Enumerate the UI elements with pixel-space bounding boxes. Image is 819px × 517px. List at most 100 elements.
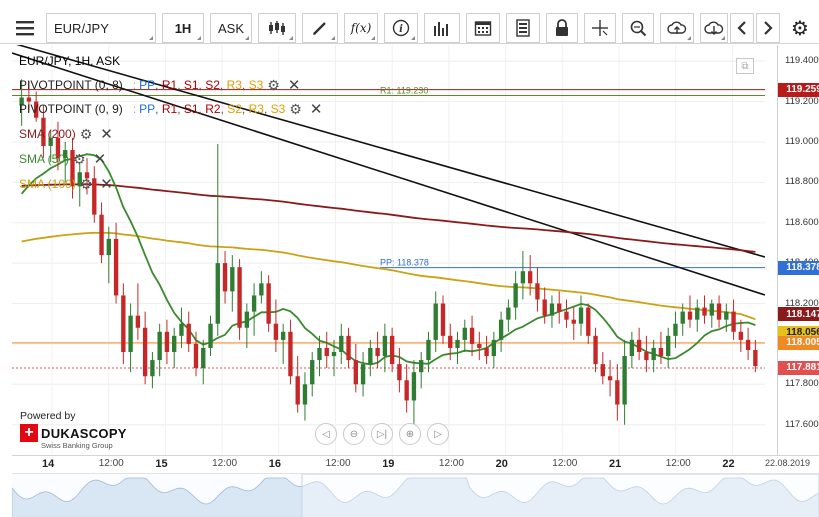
candle-body	[687, 311, 693, 320]
r1-line-label: R1: 119.230	[380, 85, 428, 95]
calendar-icon[interactable]	[466, 13, 500, 43]
pivot2-settings-gear-icon[interactable]: ⚙	[289, 100, 302, 117]
candle-body	[593, 335, 598, 365]
pivot2-close-icon[interactable]: ✕	[309, 101, 323, 118]
pivot2-r2: R2	[205, 102, 221, 116]
candle-body	[172, 335, 177, 352]
candle-body	[426, 339, 431, 361]
candle-body	[63, 150, 68, 159]
candle-body	[41, 117, 46, 146]
zoom-out-icon[interactable]: ⊖	[343, 423, 365, 445]
sma50-settings-gear-icon[interactable]: ⚙	[73, 150, 86, 167]
popout-window-icon[interactable]: ⧉	[736, 58, 754, 74]
candle-body	[280, 331, 286, 340]
time-hour-label: 12:00	[325, 458, 351, 469]
price-tick-label: 118.600	[785, 216, 819, 228]
candle-body	[557, 303, 562, 312]
arrow-right-icon[interactable]	[756, 13, 780, 43]
candlestick-type-icon[interactable]	[258, 13, 296, 43]
pivot2-name: PIVOTPOINT (0, 9)	[19, 102, 123, 116]
chart-title-row: EUR/JPY, 1H, ASK	[19, 52, 120, 70]
price-axis[interactable]: 119.400119.200119.000118.800118.600118.4…	[777, 45, 819, 455]
candle-body	[607, 376, 613, 381]
candle-body	[506, 307, 511, 320]
sma50-name: SMA (50)	[19, 152, 70, 166]
candle-body	[208, 323, 213, 348]
candle-body	[520, 271, 526, 284]
candle-body	[477, 343, 482, 348]
candle-body	[92, 178, 97, 215]
pivot1-pp: PP	[139, 78, 156, 92]
lock-icon[interactable]	[546, 13, 578, 43]
candle-body	[658, 347, 664, 357]
scroll-right-icon[interactable]: ▷	[427, 423, 449, 445]
line-price-tag: 118.005	[778, 335, 819, 350]
candle-body	[164, 331, 170, 352]
info-icon[interactable]: i	[384, 13, 418, 43]
candle-body	[586, 307, 591, 336]
candle-body	[411, 372, 417, 401]
pivot1-settings-gear-icon[interactable]: ⚙	[267, 76, 280, 93]
sma100-close-icon[interactable]: ✕	[100, 176, 113, 193]
volume-bars-icon[interactable]	[424, 13, 460, 43]
pivot1-close-icon[interactable]: ✕	[287, 77, 301, 94]
pivot1-r1: R1	[161, 78, 178, 92]
price-tick-label: 117.600	[785, 418, 819, 430]
candle-body	[142, 327, 148, 377]
instrument-selector[interactable]: EUR/JPY	[46, 13, 156, 43]
sma50-close-icon[interactable]: ✕	[93, 151, 107, 168]
candle-body	[193, 343, 199, 369]
price-tick-label: 119.400	[785, 55, 819, 67]
arrow-left-icon[interactable]	[730, 13, 754, 43]
hamburger-menu-icon[interactable]	[10, 13, 40, 43]
candle-body	[201, 347, 206, 369]
candle-body	[498, 319, 504, 340]
candle-body	[404, 380, 409, 401]
report-icon[interactable]	[506, 13, 540, 43]
swiss-cross-logo-icon: +	[20, 424, 38, 442]
candle-body	[33, 101, 39, 118]
candle-body	[542, 299, 547, 316]
candle-body	[745, 339, 751, 350]
candle-body	[55, 137, 61, 159]
settings-gear-icon[interactable]: ⚙	[786, 13, 814, 43]
sma100-settings-gear-icon[interactable]: ⚙	[79, 175, 93, 192]
candle-body	[491, 339, 497, 357]
period-selector[interactable]: 1H	[162, 13, 204, 43]
pivot2-r3: R3	[248, 102, 264, 116]
candle-body	[106, 238, 111, 256]
reset-view-icon[interactable]: ▷|	[371, 423, 393, 445]
navigator-overview[interactable]	[11, 473, 819, 517]
scroll-left-icon[interactable]: ◁	[315, 423, 337, 445]
candle-body	[360, 364, 366, 385]
time-axis[interactable]: 14 12:00 15 12:00 16 12:00 19 12:00 20 12:00 21 12:…	[12, 455, 819, 473]
crosshair-icon[interactable]	[584, 13, 616, 43]
navigator-sparkline[interactable]	[11, 473, 819, 517]
sma200-settings-gear-icon[interactable]: ⚙	[79, 125, 93, 142]
zoom-icon[interactable]	[622, 13, 654, 43]
function-fx-icon[interactable]: f(x)	[344, 13, 378, 43]
pivot1-name: PIVOTPOINT (0, 8)	[19, 78, 123, 92]
candle-body	[70, 150, 75, 187]
price-tick-label: 118.800	[785, 176, 819, 188]
sma200-close-icon[interactable]: ✕	[100, 126, 113, 143]
cloud-download-icon[interactable]	[700, 13, 728, 43]
price-tick-label: 118.200	[785, 297, 819, 309]
period-label: 1H	[174, 20, 192, 36]
pp-price-tag: 118.378	[778, 260, 819, 275]
side-selector[interactable]: ASK	[210, 13, 252, 43]
price-tick-label: 117.800	[785, 378, 819, 390]
candle-body	[128, 315, 133, 352]
price-chart[interactable]: R1: 119.230 PP: 118.378	[12, 45, 765, 455]
navigator-window[interactable]	[301, 473, 819, 517]
time-day-label: 19	[382, 458, 395, 470]
candle-body	[310, 360, 315, 385]
candle-body	[19, 97, 24, 106]
cloud-upload-icon[interactable]	[660, 13, 694, 43]
zoom-in-icon[interactable]: ⊕	[399, 423, 421, 445]
candle-body	[716, 303, 722, 320]
drawing-pen-icon[interactable]	[302, 13, 338, 43]
candle-body	[695, 307, 700, 320]
sma100-line	[21, 231, 756, 321]
chart-area[interactable]: R1: 119.230 PP: 118.378 EUR/JPY, 1H, ASK …	[12, 45, 819, 455]
